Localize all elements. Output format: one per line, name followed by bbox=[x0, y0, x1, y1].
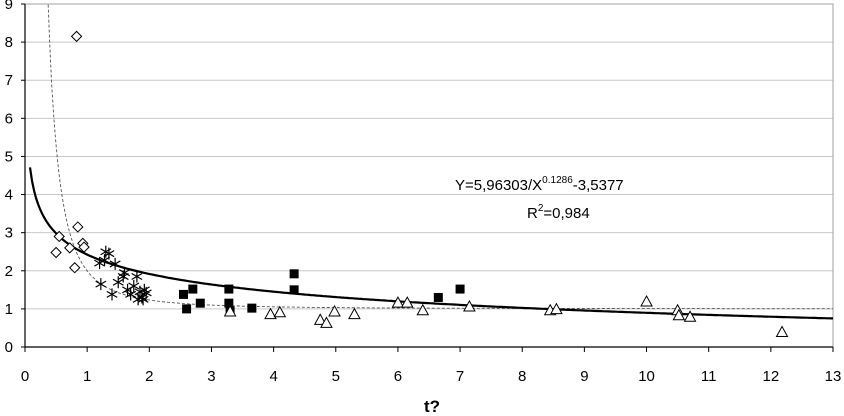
y-tick-label: 9 bbox=[5, 0, 13, 13]
triangle-marker bbox=[550, 302, 563, 315]
x-tick-label: 0 bbox=[21, 368, 29, 385]
plot-frame bbox=[24, 3, 834, 348]
y-tick-label: 1 bbox=[5, 301, 13, 318]
triangle-marker bbox=[328, 304, 341, 317]
diamond-marker bbox=[50, 246, 62, 259]
y-tick-label: 6 bbox=[5, 110, 13, 127]
square-marker bbox=[224, 284, 234, 294]
x-tick-label: 9 bbox=[580, 368, 588, 385]
diamond-marker bbox=[78, 241, 90, 253]
fit-curve bbox=[28, 167, 833, 320]
triangle-marker bbox=[463, 299, 476, 312]
square-marker bbox=[289, 269, 299, 279]
asterisk-marker bbox=[140, 286, 152, 299]
square-marker bbox=[182, 304, 192, 314]
triangle-marker bbox=[683, 310, 697, 322]
x-tick-label: 8 bbox=[518, 368, 526, 385]
triangle-marker bbox=[313, 313, 327, 325]
asterisk-marker bbox=[118, 266, 130, 279]
x-tick-label: 1 bbox=[83, 368, 91, 385]
diamond-marker bbox=[70, 30, 83, 43]
triangle-marker bbox=[348, 307, 361, 320]
diamond-marker bbox=[72, 221, 84, 233]
asterisk-marker bbox=[112, 276, 124, 289]
asterisk-marker bbox=[103, 247, 115, 260]
y-axis-tick-labels: 0 1 2 3 4 5 6 7 8 9 bbox=[5, 0, 25, 356]
y-tick-label: 7 bbox=[5, 72, 13, 89]
triangle-marker bbox=[640, 294, 653, 307]
regression-equation: Y=5,96303/X0.1286-3,5377 bbox=[455, 175, 624, 194]
x-tick-label: 13 bbox=[825, 368, 842, 385]
diamond-marker bbox=[69, 262, 81, 274]
x-tick-label: 4 bbox=[269, 368, 277, 385]
asterisk-marker bbox=[95, 278, 107, 291]
square-marker bbox=[178, 289, 188, 299]
triangle-marker bbox=[264, 307, 277, 320]
triangle-marker bbox=[416, 303, 430, 316]
y-tick-label: 3 bbox=[5, 225, 13, 242]
asterisk-marker bbox=[131, 270, 143, 283]
y-tick-label: 2 bbox=[5, 263, 13, 280]
asterisk-marker bbox=[136, 291, 148, 304]
reference-curve bbox=[47, 4, 833, 310]
x-tick-label: 12 bbox=[763, 368, 780, 385]
asterisk-marker bbox=[106, 288, 118, 301]
x-axis-tick-labels: 0 1 2 3 4 5 6 7 8 9 10 11 12 13 bbox=[21, 347, 842, 385]
diamond-marker bbox=[64, 242, 76, 254]
x-tick-label: 10 bbox=[638, 368, 655, 385]
asterisk-marker bbox=[128, 280, 140, 293]
x-tick-label: 3 bbox=[207, 368, 215, 385]
square-marker bbox=[247, 303, 257, 313]
r-squared-label: R2=0,984 bbox=[527, 203, 590, 222]
x-tick-label: 7 bbox=[456, 368, 464, 385]
square-marker bbox=[289, 285, 299, 295]
triangle-marker bbox=[400, 296, 414, 308]
asterisk-marker bbox=[109, 257, 121, 270]
x-tick-label: 5 bbox=[332, 368, 340, 385]
triangle-marker bbox=[320, 316, 333, 328]
x-tick-label: 2 bbox=[145, 368, 153, 385]
square-marker bbox=[188, 284, 198, 294]
y-tick-label: 0 bbox=[5, 339, 13, 356]
triangle-marker bbox=[223, 304, 237, 317]
y-tick-label: 5 bbox=[5, 148, 13, 165]
triangle-marker bbox=[672, 308, 686, 321]
data-markers bbox=[50, 30, 789, 338]
triangle-marker bbox=[391, 296, 405, 308]
diamond-marker bbox=[53, 230, 65, 243]
x-tick-label: 11 bbox=[701, 368, 717, 385]
y-tick-label: 4 bbox=[5, 187, 13, 204]
x-axis-label: t? bbox=[424, 397, 440, 416]
trend-curves bbox=[28, 4, 833, 320]
square-marker bbox=[455, 284, 465, 294]
x-tick-label: 6 bbox=[394, 368, 402, 385]
triangle-marker bbox=[273, 305, 287, 318]
triangle-marker bbox=[775, 325, 789, 338]
square-marker bbox=[224, 298, 234, 308]
square-marker bbox=[195, 298, 205, 308]
y-tick-label: 8 bbox=[5, 34, 13, 51]
square-marker bbox=[433, 292, 443, 302]
grid-lines bbox=[25, 41, 833, 310]
